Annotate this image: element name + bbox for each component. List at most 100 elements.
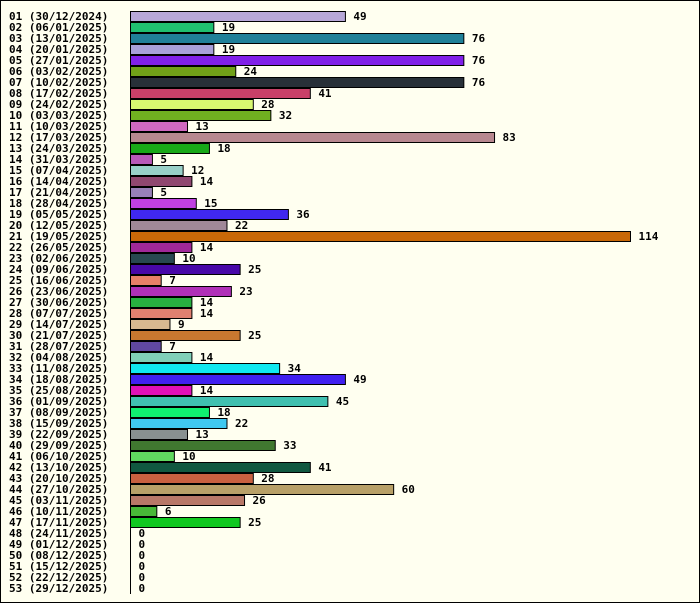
bar: [130, 352, 193, 363]
category-label: 01 (30/12/2024): [9, 10, 108, 23]
category-label: 02 (06/01/2025): [9, 21, 108, 34]
category-label: 09 (24/02/2025): [9, 98, 108, 111]
bar: [130, 22, 215, 33]
category-label: 46 (10/11/2025): [9, 505, 108, 518]
category-label: 31 (28/07/2025): [9, 340, 108, 353]
category-label: 05 (27/01/2025): [9, 54, 108, 67]
bar: [130, 341, 162, 352]
value-label: 14: [200, 351, 214, 364]
category-label: 33 (11/08/2025): [9, 362, 108, 375]
category-label: 13 (24/03/2025): [9, 142, 108, 155]
value-label: 13: [196, 120, 209, 133]
category-label: 49 (01/12/2025): [9, 538, 108, 551]
category-label: 26 (23/06/2025): [9, 285, 108, 298]
bar: [130, 275, 162, 286]
bar: [130, 121, 189, 132]
bar: [130, 473, 254, 484]
value-label: 14: [200, 241, 214, 254]
bar: [130, 198, 197, 209]
bar: [130, 429, 189, 440]
bar: [130, 143, 210, 154]
category-label: 35 (25/08/2025): [9, 384, 108, 397]
category-label: 45 (03/11/2025): [9, 494, 108, 507]
value-label: 22: [235, 417, 248, 430]
value-label: 0: [139, 527, 146, 540]
bar: [130, 517, 241, 528]
bar: [130, 33, 465, 44]
category-label: 34 (18/08/2025): [9, 373, 108, 386]
category-label: 03 (13/01/2025): [9, 32, 108, 45]
category-label: 17 (21/04/2025): [9, 186, 108, 199]
bar: [130, 440, 276, 451]
category-label: 40 (29/09/2025): [9, 439, 108, 452]
value-label: 22: [235, 219, 248, 232]
category-label: 21 (19/05/2025): [9, 230, 108, 243]
value-label: 76: [472, 32, 486, 45]
value-label: 14: [200, 307, 214, 320]
bar: [130, 407, 210, 418]
category-label: 20 (12/05/2025): [9, 219, 108, 232]
bar: [130, 253, 175, 264]
value-label: 19: [222, 43, 235, 56]
bar: [130, 209, 289, 220]
bar: [130, 242, 193, 253]
value-label: 15: [204, 197, 217, 210]
value-label: 49: [353, 10, 366, 23]
value-label: 76: [472, 76, 486, 89]
bar: [130, 506, 158, 517]
value-label: 28: [261, 472, 274, 485]
category-label: 08 (17/02/2025): [9, 87, 108, 100]
category-label: 18 (28/04/2025): [9, 197, 108, 210]
value-label: 10: [182, 252, 195, 265]
bar: [130, 363, 281, 374]
bar: [130, 44, 215, 55]
bar: [130, 374, 346, 385]
bar: [130, 154, 153, 165]
value-label: 19: [222, 21, 235, 34]
value-label: 32: [279, 109, 292, 122]
value-label: 114: [639, 230, 659, 243]
value-label: 13: [196, 428, 209, 441]
value-label: 76: [472, 54, 486, 67]
bar: [130, 110, 272, 121]
bar: [130, 88, 311, 99]
value-label: 41: [318, 87, 332, 100]
category-label: 36 (01/09/2025): [9, 395, 108, 408]
value-label: 0: [139, 582, 146, 595]
category-label: 52 (22/12/2025): [9, 571, 108, 584]
category-label: 42 (13/10/2025): [9, 461, 108, 474]
bar: [130, 319, 171, 330]
bar: [130, 495, 246, 506]
value-label: 12: [191, 164, 204, 177]
category-label: 30 (21/07/2025): [9, 329, 108, 342]
value-label: 0: [139, 549, 146, 562]
value-label: 14: [200, 175, 214, 188]
value-label: 26: [253, 494, 267, 507]
bar: [130, 231, 631, 242]
value-label: 14: [200, 384, 214, 397]
category-label: 50 (08/12/2025): [9, 549, 108, 562]
value-label: 18: [217, 406, 230, 419]
value-label: 25: [248, 329, 261, 342]
category-label: 37 (08/09/2025): [9, 406, 108, 419]
bar: [130, 132, 496, 143]
value-label: 18: [217, 142, 230, 155]
value-label: 23: [239, 285, 252, 298]
bar: [130, 99, 254, 110]
value-label: 0: [139, 571, 146, 584]
category-label: 23 (02/06/2025): [9, 252, 108, 265]
category-label: 43 (20/10/2025): [9, 472, 108, 485]
bar: [130, 286, 232, 297]
category-label: 32 (04/08/2025): [9, 351, 108, 364]
bar: [130, 462, 311, 473]
value-label: 5: [160, 153, 167, 166]
bar: [130, 308, 193, 319]
value-label: 9: [178, 318, 185, 331]
category-label: 48 (24/11/2025): [9, 527, 108, 540]
bar: [130, 297, 193, 308]
bar: [130, 330, 241, 341]
value-label: 0: [139, 560, 146, 573]
category-label: 12 (17/03/2025): [9, 131, 108, 144]
value-label: 49: [353, 373, 366, 386]
